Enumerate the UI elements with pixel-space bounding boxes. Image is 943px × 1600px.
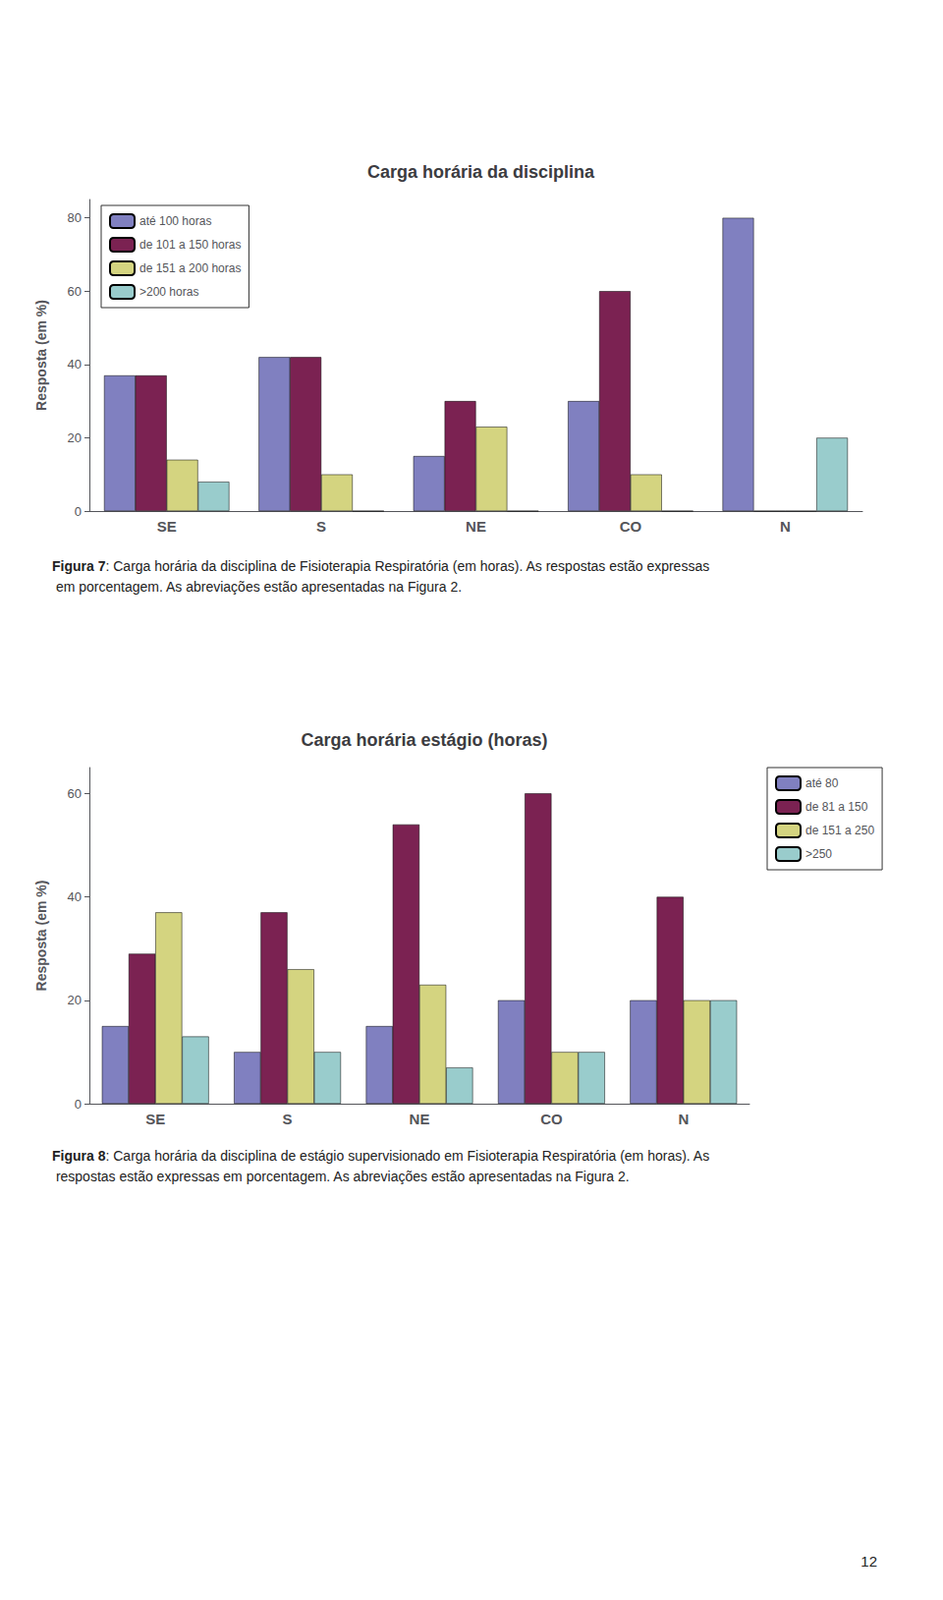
svg-text:SE: SE [157, 517, 177, 535]
svg-text:Carga horária estágio (horas): Carga horária estágio (horas) [300, 729, 548, 750]
svg-text:>250: >250 [805, 846, 833, 861]
svg-text:Carga horária da disciplina: Carga horária da disciplina [367, 162, 596, 182]
svg-text:de 151 a 250: de 151 a 250 [805, 823, 875, 837]
svg-text:até 80: até 80 [805, 776, 839, 790]
svg-text:40: 40 [67, 888, 82, 904]
svg-text:20: 20 [67, 992, 82, 1007]
svg-text:N: N [677, 1109, 689, 1127]
svg-text:Resposta (em %): Resposta (em %) [33, 299, 50, 411]
svg-text:60: 60 [67, 283, 82, 299]
svg-text:Figura 7: Figura 7 [52, 557, 107, 574]
svg-text:S: S [316, 517, 327, 535]
svg-text:de 151 a 200 horas: de 151 a 200 horas [139, 261, 241, 276]
svg-text:20: 20 [67, 430, 82, 445]
svg-text:12: 12 [860, 1552, 878, 1569]
svg-text:0: 0 [74, 503, 82, 519]
svg-text:40: 40 [67, 356, 82, 372]
svg-text:NE: NE [465, 517, 487, 535]
svg-text:NE: NE [409, 1109, 431, 1127]
svg-text:Resposta (em %): Resposta (em %) [33, 880, 50, 992]
svg-text:: Carga horária da disciplina: : Carga horária da disciplina de Fisiote… [105, 557, 710, 574]
svg-text:SE: SE [145, 1109, 166, 1127]
svg-text:0: 0 [74, 1096, 82, 1111]
svg-text:em porcentagem. As abreviações: em porcentagem. As abreviações estão apr… [52, 578, 462, 595]
svg-text:N: N [779, 517, 791, 535]
svg-text:>200 horas: >200 horas [139, 284, 199, 299]
svg-text:de 81 a 150: de 81 a 150 [805, 799, 869, 814]
svg-text:CO: CO [619, 517, 643, 535]
svg-text:S: S [282, 1109, 293, 1127]
svg-text:Figura 8: Figura 8 [52, 1147, 107, 1164]
svg-text:até 100 horas: até 100 horas [139, 214, 212, 228]
svg-text:60: 60 [67, 785, 82, 801]
svg-text:CO: CO [540, 1109, 563, 1127]
svg-text:80: 80 [67, 210, 82, 225]
svg-text:respostas estão expressas em p: respostas estão expressas em porcentagem… [52, 1167, 630, 1184]
svg-text:de 101 a 150 horas: de 101 a 150 horas [139, 237, 241, 252]
svg-text:: Carga horária da disciplina: : Carga horária da disciplina de estágio… [105, 1147, 710, 1164]
